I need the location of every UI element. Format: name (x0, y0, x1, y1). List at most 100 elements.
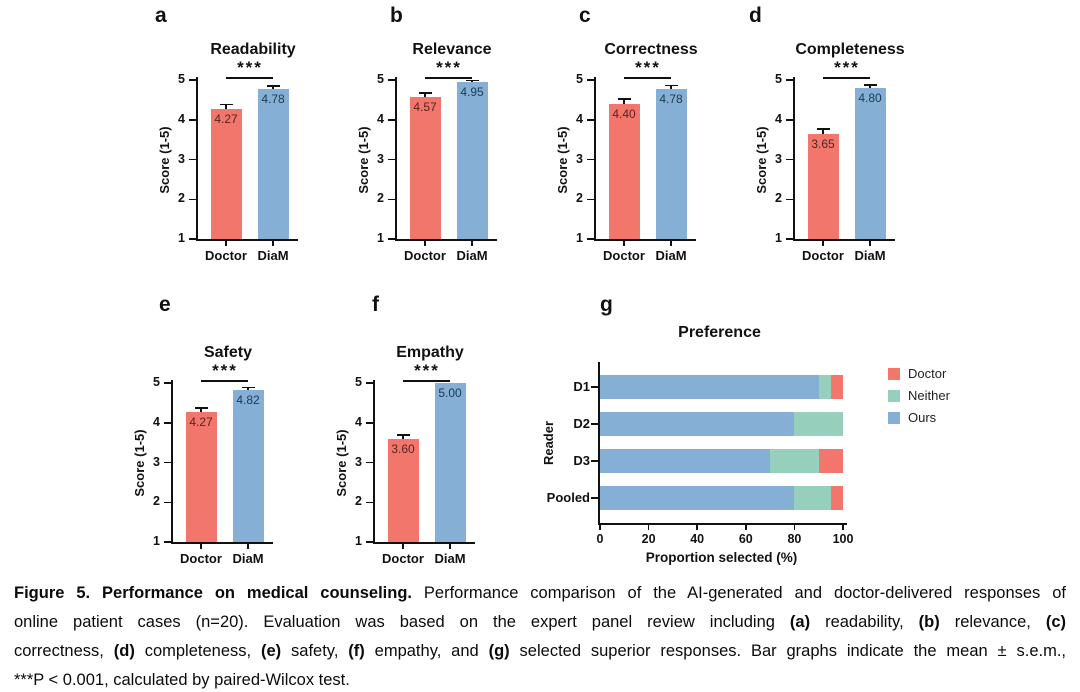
caption-text: safety, (281, 642, 349, 660)
x-tick-doctor (225, 241, 227, 246)
category-label-diam: DiaM (655, 248, 687, 263)
caption-line-4: ***P < 0.001, calculated by paired-Wilco… (14, 666, 1066, 692)
panel-f-empathy: Empathy *** 1 2 3 4 5 Score (1-5) 3.60 Doctor 5.00… (315, 343, 505, 573)
significance-bracket (624, 77, 671, 79)
x-tick (842, 525, 844, 530)
y-tick (587, 158, 594, 161)
y-tick-label: 5 (178, 72, 185, 86)
error-bar-cap-doctor (219, 103, 233, 106)
y-tick-label: 2 (178, 191, 185, 206)
category-label-d1: D1 (573, 379, 590, 394)
panel-c-correctness: Correctness *** 1 2 3 4 5 Score (1-5) 4.40 Doctor… (536, 40, 726, 270)
panel-title: Safety (203, 344, 253, 361)
caption-line-2: online patient cases (n=20). Evaluation … (14, 608, 1066, 637)
x-tick-doctor (402, 544, 404, 549)
significance-bracket (425, 77, 472, 79)
stacked-bar-segment-ours (600, 375, 819, 399)
bar-doctor (185, 412, 217, 542)
x-tick (647, 525, 650, 530)
significance-stars: *** (414, 361, 440, 380)
x-tick-doctor (822, 241, 824, 246)
error-bar-cap-diam (266, 85, 280, 87)
y-tick-d3 (591, 460, 598, 462)
caption-text: online patient cases (n=20). Evaluation … (14, 613, 790, 631)
legend-swatch-doctor (888, 368, 900, 380)
stacked-bar-segment-ours (600, 486, 795, 510)
error-bar-stem-doctor (424, 93, 426, 98)
y-axis-line (598, 362, 600, 525)
stacked-bar-segment-neither (818, 375, 831, 399)
panel-letter-b: b (390, 4, 403, 27)
x-tick-diam (247, 544, 249, 549)
caption-bold-text: (f) (348, 642, 365, 660)
category-label-doctor: Doctor (802, 248, 844, 263)
caption-text: selected superior responses. Bar graphs … (509, 642, 1066, 660)
y-tick-label: 1 (576, 231, 583, 245)
legend-label-doctor: Doctor (908, 366, 947, 381)
category-label-doctor: Doctor (180, 551, 222, 566)
y-tick (189, 158, 196, 161)
bar-diam (434, 383, 466, 542)
caption-text: completeness, (134, 642, 261, 660)
panel-letter-c: c (579, 4, 591, 27)
y-axis-line (793, 77, 795, 241)
y-tick-label: 4 (377, 111, 384, 126)
y-tick (388, 79, 395, 81)
error-bar-stem-diam (272, 86, 274, 89)
y-tick-label: 3 (355, 454, 362, 469)
y-tick (189, 79, 196, 81)
y-tick-label: 1 (377, 231, 384, 245)
stacked-bar-segment-doctor (818, 449, 843, 473)
y-tick (189, 119, 196, 121)
y-tick (388, 238, 395, 240)
caption-bold-text: (e) (260, 642, 282, 660)
caption-bold-text: (g) (488, 642, 510, 660)
y-axis-label: Score (1-5) (754, 125, 769, 194)
y-axis-label: Score (1-5) (157, 125, 172, 194)
stacked-bar-segment-doctor (830, 375, 843, 399)
category-label-pooled: Pooled (546, 490, 590, 505)
x-tick-label: 80 (787, 532, 802, 546)
panel-letter-e: e (159, 293, 171, 316)
y-tick (366, 461, 373, 464)
bar-diam (232, 390, 264, 542)
significance-stars: *** (436, 58, 462, 77)
panel-letter-a: a (155, 4, 167, 27)
value-label-diam: 4.95 (460, 84, 484, 99)
x-tick-label: 60 (738, 532, 753, 546)
error-bar-cap-doctor (617, 98, 631, 100)
y-tick (388, 119, 395, 121)
value-label-doctor: 3.60 (391, 441, 415, 456)
bar-doctor (608, 103, 640, 239)
legend-label-neither: Neither (908, 388, 950, 403)
legend-swatch-ours (888, 412, 900, 424)
panel-letter-f: f (372, 293, 379, 316)
panel-letter-d: d (749, 4, 762, 27)
value-label-diam: 4.78 (261, 91, 285, 106)
y-tick-label: 5 (355, 375, 362, 389)
value-label-diam: 4.78 (659, 91, 683, 106)
error-bar-stem-doctor (822, 129, 824, 134)
y-tick (189, 238, 196, 240)
y-tick (786, 158, 793, 161)
error-bar-cap-diam (465, 79, 479, 82)
x-tick-diam (471, 241, 473, 246)
error-bar-cap-doctor (816, 128, 830, 130)
x-tick-label: 0 (596, 532, 604, 546)
x-axis-line (598, 523, 847, 525)
category-label-diam: DiaM (232, 551, 264, 566)
y-tick (786, 198, 793, 200)
y-tick-d1 (591, 386, 598, 388)
significance-stars: *** (237, 58, 263, 77)
bar-diam (655, 88, 687, 239)
error-bar-stem-doctor (623, 99, 625, 104)
caption-text: Performance comparison of the AI-generat… (411, 584, 1066, 602)
x-tick-diam (869, 241, 871, 246)
y-tick-label: 5 (576, 72, 583, 86)
caption-line-3: correctness, (d) completeness, (e) safet… (14, 637, 1066, 666)
caption-bold-text: (c) (1045, 613, 1066, 631)
category-label-d3: D3 (573, 453, 590, 468)
x-axis-label: Proportion selected (%) (645, 550, 798, 565)
panel-title: Preference (678, 324, 761, 341)
y-tick (388, 198, 395, 200)
